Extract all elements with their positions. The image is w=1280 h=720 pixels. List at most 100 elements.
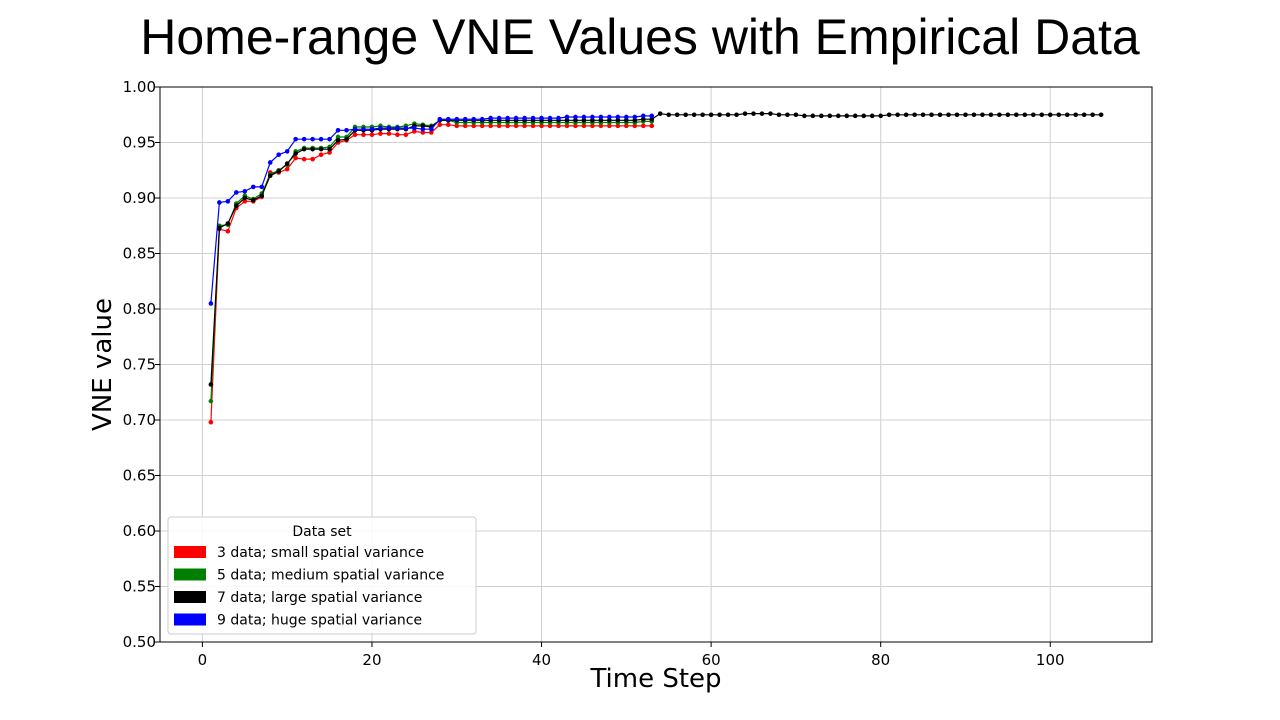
data-point bbox=[615, 114, 621, 120]
series-line bbox=[210, 115, 652, 304]
y-tick-label: 0.90 bbox=[123, 189, 156, 207]
data-point bbox=[403, 125, 409, 131]
data-point bbox=[776, 112, 782, 118]
data-point bbox=[734, 112, 739, 118]
legend-item-label: 3 data; small spatial variance bbox=[217, 545, 424, 561]
data-point bbox=[1030, 112, 1036, 118]
data-point bbox=[598, 123, 604, 129]
data-point bbox=[301, 136, 307, 142]
data-point bbox=[547, 123, 553, 129]
data-point bbox=[284, 149, 290, 154]
slide-title: Home-range VNE Values with Empirical Dat… bbox=[140, 9, 1140, 65]
y-tick-label: 0.95 bbox=[123, 134, 156, 152]
data-point bbox=[547, 115, 553, 121]
data-point bbox=[666, 112, 672, 118]
data-point bbox=[954, 112, 960, 118]
data-point bbox=[649, 116, 655, 122]
data-point bbox=[445, 116, 451, 122]
data-point bbox=[590, 123, 595, 129]
x-tick-label: 40 bbox=[532, 651, 551, 669]
data-point bbox=[607, 118, 612, 123]
data-point bbox=[310, 136, 315, 142]
data-point bbox=[276, 169, 282, 174]
data-point bbox=[225, 229, 231, 234]
data-point bbox=[751, 111, 756, 116]
data-point bbox=[649, 113, 655, 119]
data-point bbox=[971, 112, 977, 118]
data-point bbox=[284, 166, 290, 172]
data-point bbox=[369, 132, 375, 138]
data-point bbox=[632, 118, 638, 123]
data-point bbox=[462, 116, 468, 122]
data-point bbox=[530, 115, 536, 121]
data-point bbox=[674, 112, 680, 118]
data-point bbox=[513, 115, 519, 121]
data-point bbox=[810, 113, 816, 119]
x-tick-label: 100 bbox=[1036, 651, 1065, 669]
x-axis-label: Time Step bbox=[589, 664, 721, 694]
data-point bbox=[573, 118, 578, 123]
data-point bbox=[420, 126, 426, 132]
y-tick-label: 0.65 bbox=[123, 467, 156, 485]
data-point bbox=[878, 113, 883, 119]
data-point bbox=[683, 112, 688, 118]
data-point bbox=[598, 114, 604, 120]
data-point bbox=[361, 132, 366, 138]
data-point bbox=[615, 118, 621, 123]
data-point bbox=[250, 184, 256, 190]
data-point bbox=[420, 123, 426, 129]
data-point bbox=[607, 123, 612, 129]
data-point bbox=[344, 136, 349, 142]
data-point bbox=[327, 136, 332, 142]
data-point bbox=[700, 112, 705, 118]
data-point bbox=[886, 112, 892, 118]
data-point bbox=[267, 160, 273, 165]
data-point bbox=[369, 126, 375, 132]
data-point bbox=[335, 127, 341, 133]
data-point bbox=[615, 123, 621, 129]
data-point bbox=[640, 123, 646, 129]
data-point bbox=[1005, 112, 1011, 118]
data-point bbox=[318, 146, 324, 152]
data-point bbox=[895, 112, 900, 118]
data-point bbox=[640, 113, 646, 119]
data-point bbox=[632, 123, 638, 129]
data-point bbox=[488, 123, 493, 129]
x-tick-label: 20 bbox=[362, 651, 381, 669]
series-line bbox=[210, 119, 652, 402]
series-3 bbox=[208, 111, 1104, 387]
data-point bbox=[708, 112, 714, 118]
data-point bbox=[556, 123, 561, 129]
data-point bbox=[479, 116, 485, 122]
x-tick-label: 60 bbox=[702, 651, 721, 669]
data-point bbox=[293, 151, 298, 156]
data-point bbox=[793, 112, 799, 118]
data-point bbox=[1056, 112, 1062, 118]
data-point bbox=[284, 161, 290, 166]
y-tick-label: 0.70 bbox=[123, 411, 156, 429]
data-point bbox=[556, 115, 561, 121]
data-point bbox=[844, 113, 850, 119]
data-point bbox=[607, 114, 612, 120]
data-point bbox=[920, 112, 926, 118]
data-point bbox=[259, 193, 265, 199]
data-point bbox=[234, 190, 239, 195]
data-point bbox=[208, 419, 214, 425]
data-point bbox=[318, 136, 324, 142]
data-point bbox=[242, 199, 248, 204]
data-point bbox=[564, 114, 570, 120]
data-point bbox=[590, 118, 595, 123]
data-point bbox=[471, 116, 477, 122]
data-point bbox=[471, 123, 477, 129]
data-point bbox=[522, 123, 527, 129]
data-point bbox=[437, 116, 443, 122]
data-point bbox=[768, 111, 773, 116]
data-point bbox=[1090, 112, 1095, 118]
legend: Data set 3 data; small spatial variance 5… bbox=[167, 516, 477, 635]
data-point bbox=[496, 115, 502, 121]
legend-swatch bbox=[174, 591, 206, 603]
data-point bbox=[208, 398, 214, 404]
data-point bbox=[301, 156, 307, 162]
data-point bbox=[1081, 112, 1087, 118]
data-point bbox=[624, 114, 629, 120]
